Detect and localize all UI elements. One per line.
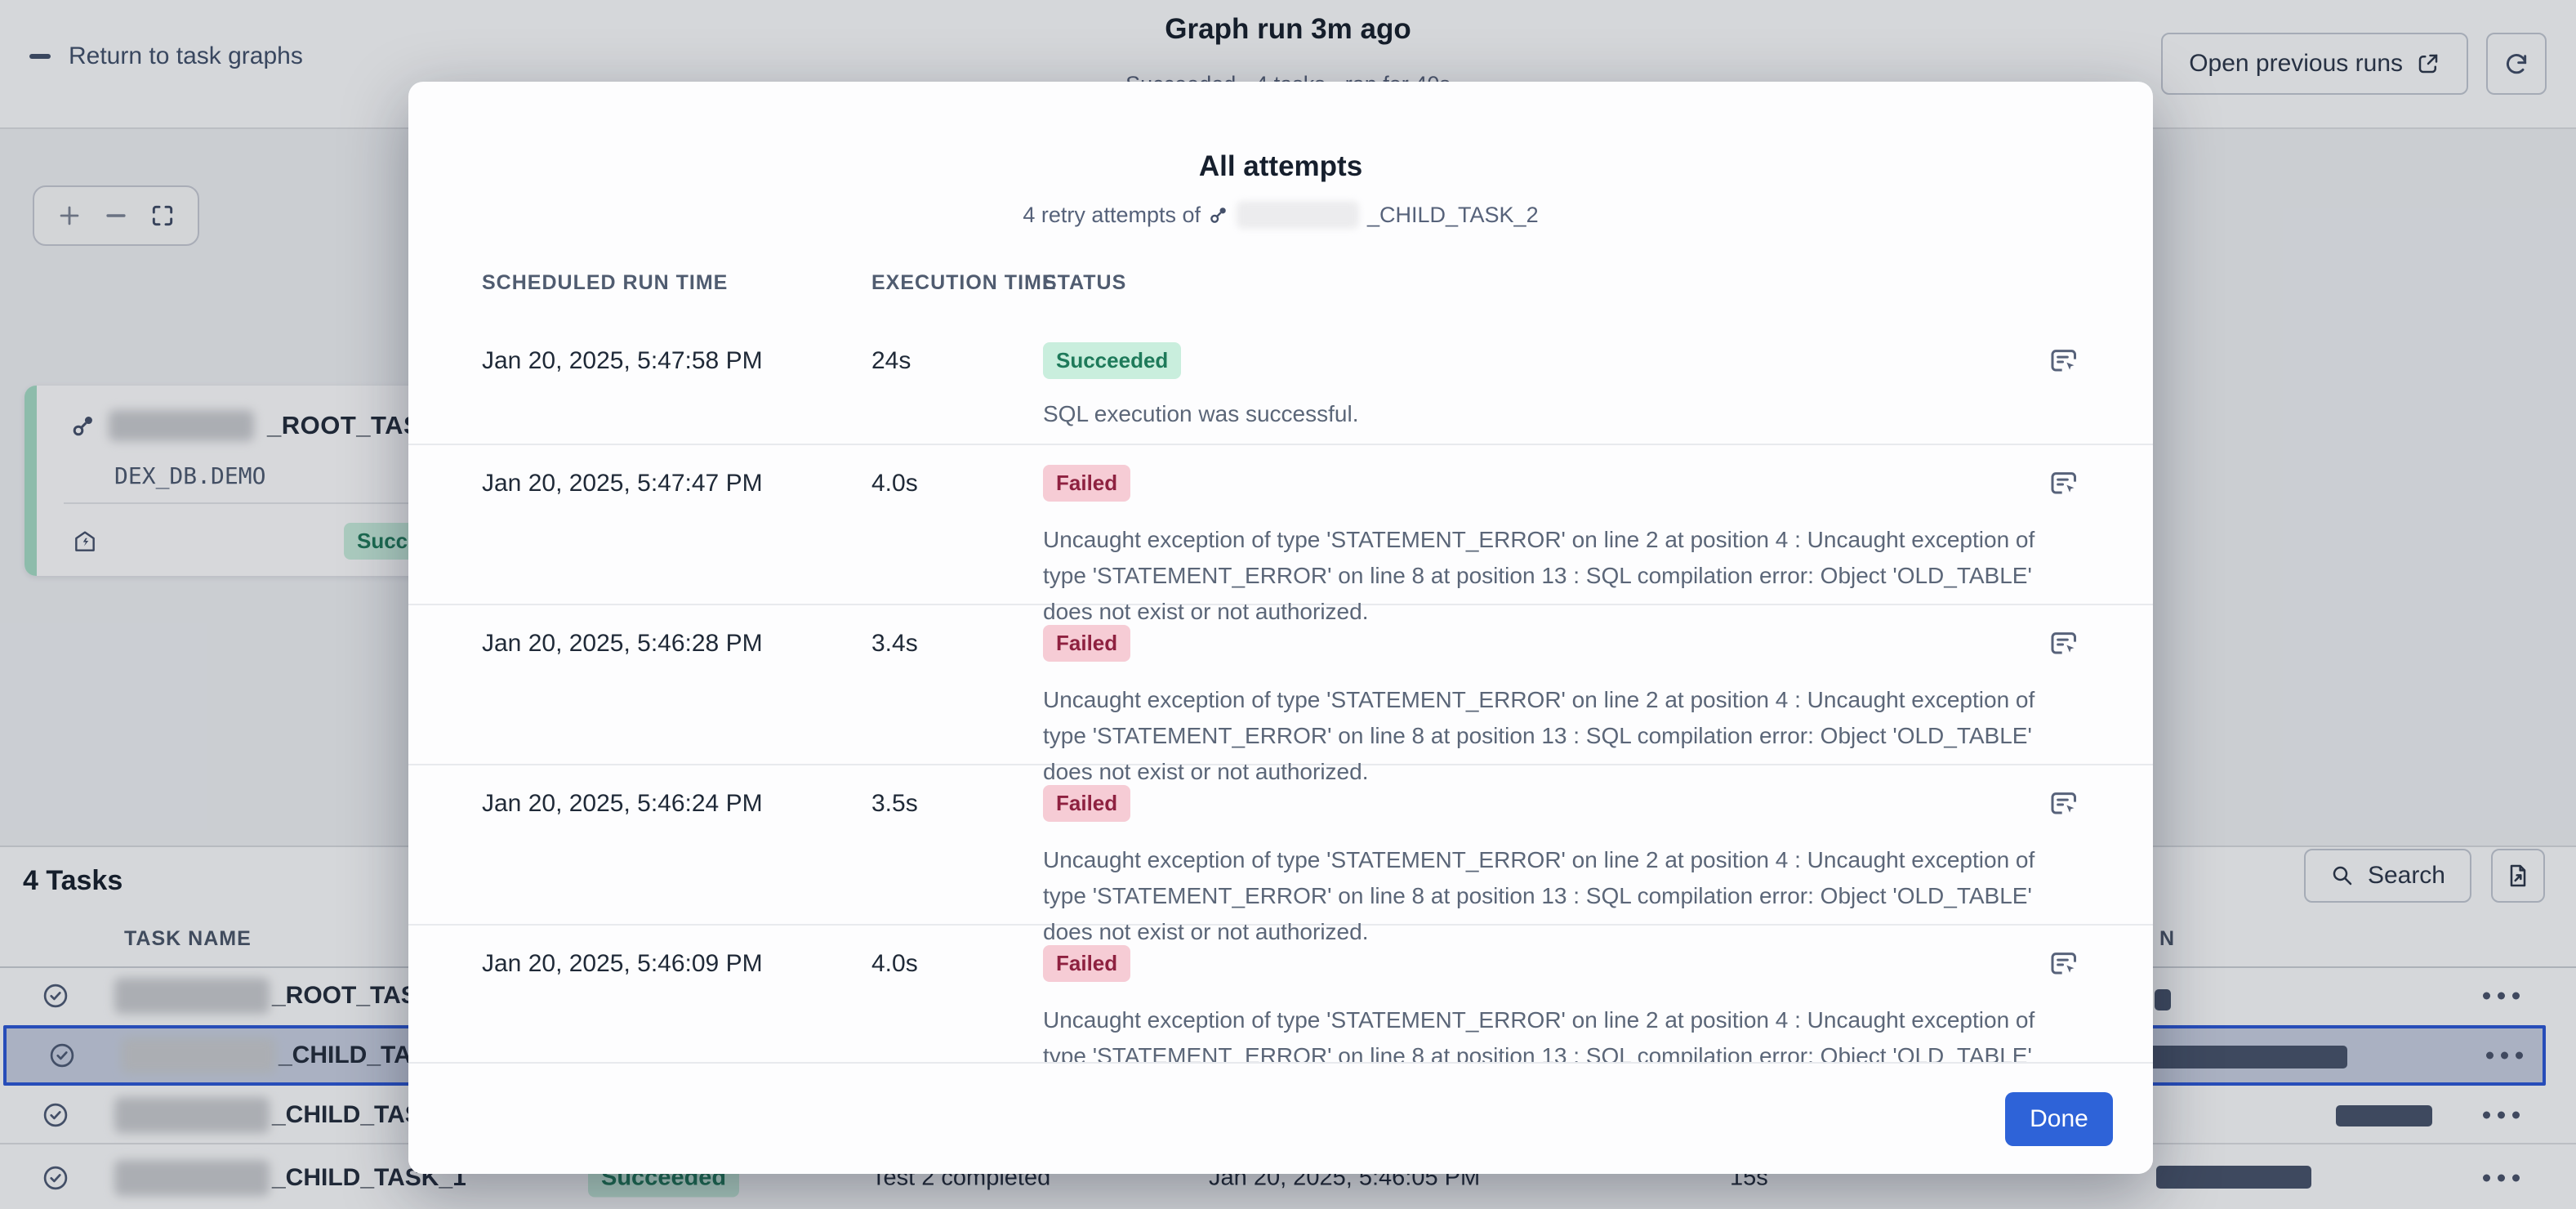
- attempt-status-badge: Failed: [1043, 945, 1131, 982]
- search-label: Search: [2367, 862, 2445, 889]
- attempt-row: Jan 20, 2025, 5:47:47 PM 4.0s Failed Unc…: [408, 445, 2153, 624]
- zoom-toolbar: [33, 185, 199, 246]
- warehouse-icon: [72, 529, 98, 555]
- attempt-scheduled-time: Jan 20, 2025, 5:46:28 PM: [482, 630, 763, 657]
- attempt-status-badge: Succeeded: [1043, 342, 1182, 379]
- redacted-cell: [2155, 989, 2171, 1010]
- check-circle-icon: [47, 1041, 77, 1070]
- attempt-detail: Uncaught exception of type 'STATEMENT_ER…: [1043, 687, 2035, 784]
- redacted-task-prefix: [114, 1097, 270, 1133]
- attempts-table-header: SCHEDULED RUN TIME EXECUTION TIME STATUS: [408, 271, 2153, 322]
- execution-time-header: EXECUTION TIME: [871, 271, 1057, 294]
- search-button[interactable]: Search: [2303, 849, 2471, 903]
- attempt-row: Jan 20, 2025, 5:46:28 PM 3.4s Failed Unc…: [408, 605, 2153, 784]
- task-icon: [1209, 205, 1228, 225]
- worksheet-doc-icon: [2505, 863, 2531, 889]
- attempt-row: Jan 20, 2025, 5:46:24 PM 3.5s Failed Unc…: [408, 765, 2153, 944]
- query-details-icon[interactable]: [2048, 346, 2081, 378]
- zoom-in-button[interactable]: [49, 191, 90, 240]
- all-attempts-modal: All attempts 4 retry attempts of _CHILD_…: [408, 82, 2153, 1174]
- attempt-execution-time: 4.0s: [871, 950, 918, 977]
- redacted-task-prefix: [121, 1037, 276, 1073]
- redacted-cell: [2336, 1105, 2432, 1126]
- refresh-icon: [2503, 51, 2529, 77]
- attempt-execution-time: 3.5s: [871, 790, 918, 817]
- task-status-accent: [25, 386, 37, 576]
- attempt-status-badge: Failed: [1043, 785, 1131, 822]
- status-header: STATUS: [1043, 271, 1127, 294]
- modal-subtitle-prefix: 4 retry attempts of: [1023, 202, 1201, 227]
- attempt-status-badge: Failed: [1043, 625, 1131, 662]
- attempt-scheduled-time: Jan 20, 2025, 5:47:47 PM: [482, 470, 763, 497]
- external-link-icon: [2416, 51, 2440, 76]
- back-link-label: Return to task graphs: [69, 42, 303, 69]
- modal-subtitle: 4 retry attempts of _CHILD_TASK_2: [408, 201, 2153, 229]
- row-more-menu-icon[interactable]: [2483, 992, 2520, 1000]
- card-divider: [64, 502, 719, 504]
- query-details-icon[interactable]: [2048, 948, 2081, 981]
- redacted-task-prefix: [114, 978, 270, 1014]
- row-more-menu-icon[interactable]: [2486, 1051, 2523, 1060]
- redacted-task-prefix: [1237, 201, 1359, 229]
- attempt-status-badge: Failed: [1043, 465, 1131, 502]
- modal-title: All attempts: [1198, 150, 1363, 182]
- task-row-name: _ROOT_TASK: [272, 982, 435, 1009]
- open-previous-runs-label: Open previous runs: [2189, 50, 2403, 77]
- redacted-task-prefix: [109, 410, 254, 441]
- redacted-task-prefix: [114, 1159, 270, 1196]
- attempt-execution-time: 3.4s: [871, 630, 918, 657]
- modal-footer: Done: [408, 1062, 2153, 1174]
- refresh-button[interactable]: [2486, 33, 2547, 95]
- attempt-row: Jan 20, 2025, 5:47:58 PM 24s Succeeded S…: [408, 323, 2153, 445]
- back-dash-icon: [29, 54, 51, 59]
- done-button[interactable]: Done: [2005, 1092, 2113, 1146]
- check-circle-icon: [41, 981, 70, 1010]
- query-details-icon[interactable]: [2048, 788, 2081, 821]
- attempt-execution-time: 4.0s: [871, 470, 918, 497]
- modal-task-name: _CHILD_TASK_2: [1367, 202, 1539, 227]
- partial-column-header: N: [2159, 927, 2176, 950]
- attempt-detail: Uncaught exception of type 'STATEMENT_ER…: [1043, 527, 2035, 624]
- attempt-scheduled-time: Jan 20, 2025, 5:46:09 PM: [482, 950, 763, 977]
- scheduled-run-time-header: SCHEDULED RUN TIME: [482, 271, 729, 294]
- task-schema-label: DEX_DB.DEMO: [114, 462, 266, 489]
- zoom-out-button[interactable]: [96, 191, 136, 240]
- search-icon: [2330, 863, 2355, 888]
- fit-view-button[interactable]: [142, 191, 183, 240]
- attempts-table-body: Jan 20, 2025, 5:47:58 PM 24s Succeeded S…: [408, 323, 2153, 1062]
- attempt-detail: SQL execution was successful.: [1043, 401, 1359, 426]
- redacted-cell: [2156, 1166, 2311, 1189]
- attempt-scheduled-time: Jan 20, 2025, 5:47:58 PM: [482, 347, 763, 374]
- attempt-detail: Uncaught exception of type 'STATEMENT_ER…: [1043, 847, 2035, 944]
- attempt-execution-time: 24s: [871, 347, 911, 374]
- task-icon: [71, 413, 96, 438]
- check-circle-icon: [41, 1100, 70, 1130]
- attempt-row: Jan 20, 2025, 5:46:09 PM 4.0s Failed Unc…: [408, 926, 2153, 1062]
- page-title: Graph run 3m ago: [1165, 13, 1411, 45]
- row-more-menu-icon[interactable]: [2483, 1111, 2520, 1119]
- open-in-worksheet-button[interactable]: [2491, 849, 2545, 903]
- attempt-scheduled-time: Jan 20, 2025, 5:46:24 PM: [482, 790, 763, 817]
- task-name-column-header: TASK NAME: [124, 927, 252, 950]
- query-details-icon[interactable]: [2048, 468, 2081, 501]
- table-row[interactable]: _ROOT_TASK: [0, 966, 2576, 1025]
- header-actions: Open previous runs: [2161, 33, 2547, 95]
- open-previous-runs-button[interactable]: Open previous runs: [2161, 33, 2468, 95]
- row-more-menu-icon[interactable]: [2483, 1174, 2520, 1181]
- query-details-icon[interactable]: [2048, 628, 2081, 661]
- return-to-task-graphs-link[interactable]: Return to task graphs: [29, 42, 303, 70]
- attempt-detail: Uncaught exception of type 'STATEMENT_ER…: [1043, 1007, 2035, 1062]
- tasks-count-heading: 4 Tasks: [23, 865, 123, 896]
- check-circle-icon: [41, 1163, 70, 1193]
